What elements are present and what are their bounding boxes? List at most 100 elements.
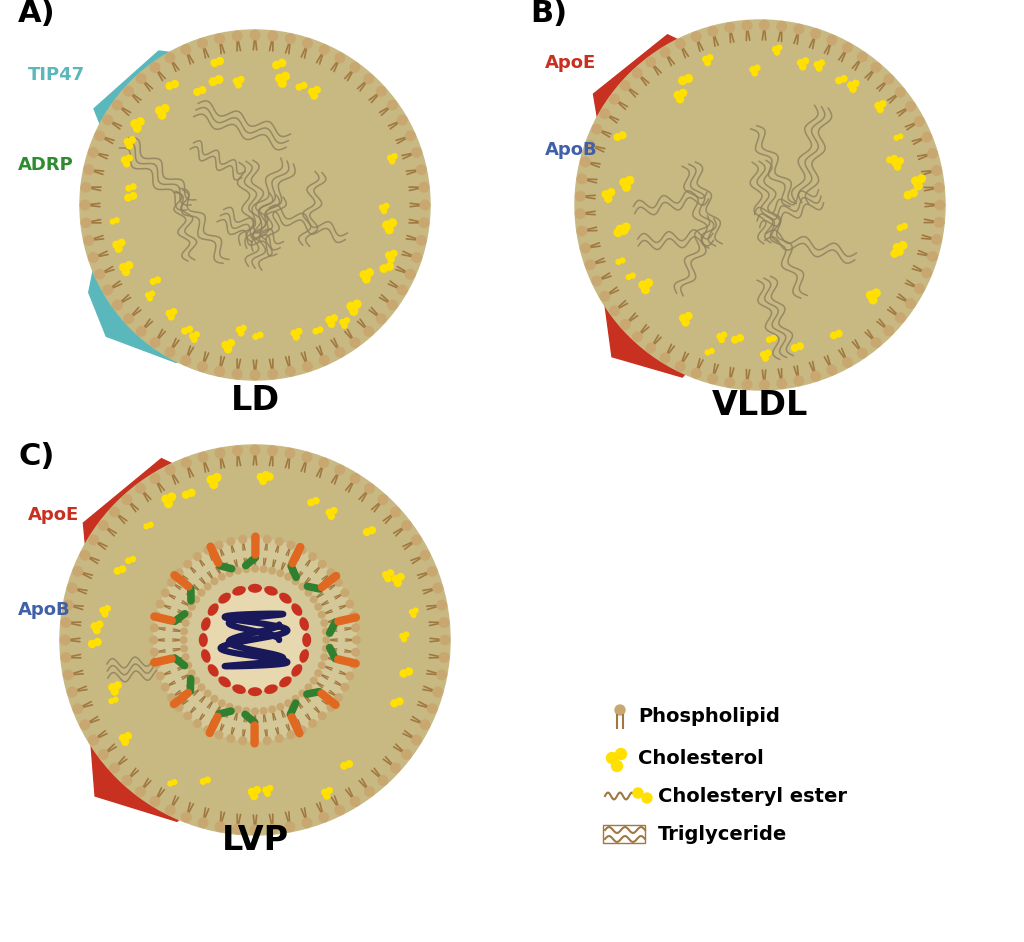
Circle shape — [931, 234, 942, 245]
Circle shape — [898, 241, 907, 250]
Circle shape — [432, 687, 443, 697]
Circle shape — [896, 157, 904, 165]
Circle shape — [218, 699, 226, 707]
Circle shape — [679, 314, 687, 322]
Text: ApoB: ApoB — [545, 141, 598, 159]
Circle shape — [285, 821, 295, 833]
Circle shape — [891, 154, 898, 162]
Circle shape — [236, 326, 243, 333]
Circle shape — [599, 291, 610, 301]
Circle shape — [577, 225, 588, 236]
Circle shape — [250, 792, 258, 801]
Circle shape — [194, 88, 202, 96]
Circle shape — [317, 560, 327, 569]
Circle shape — [409, 609, 415, 615]
Circle shape — [642, 793, 652, 803]
Circle shape — [180, 644, 188, 653]
Circle shape — [909, 188, 919, 198]
Circle shape — [330, 507, 338, 514]
Circle shape — [308, 552, 317, 561]
Ellipse shape — [299, 617, 309, 631]
Circle shape — [776, 21, 787, 32]
Circle shape — [574, 208, 586, 219]
Circle shape — [227, 339, 236, 347]
Circle shape — [146, 295, 154, 301]
Circle shape — [368, 527, 376, 534]
Circle shape — [387, 154, 393, 161]
Circle shape — [168, 314, 175, 320]
Circle shape — [267, 368, 279, 380]
Circle shape — [214, 75, 223, 84]
Circle shape — [278, 58, 287, 67]
Circle shape — [432, 582, 443, 593]
Circle shape — [81, 218, 91, 228]
Circle shape — [154, 539, 356, 741]
Circle shape — [419, 182, 430, 193]
Circle shape — [403, 631, 410, 638]
Circle shape — [395, 697, 403, 706]
Circle shape — [318, 44, 330, 56]
Circle shape — [204, 545, 212, 555]
Circle shape — [215, 821, 225, 833]
Circle shape — [317, 661, 326, 670]
Circle shape — [250, 824, 260, 836]
Circle shape — [112, 100, 123, 110]
Circle shape — [111, 688, 119, 696]
Circle shape — [396, 284, 408, 296]
Circle shape — [150, 796, 161, 807]
Circle shape — [927, 148, 938, 159]
Circle shape — [224, 345, 232, 353]
Circle shape — [119, 565, 126, 573]
Circle shape — [193, 676, 201, 685]
Circle shape — [113, 240, 120, 249]
Circle shape — [263, 736, 271, 745]
Circle shape — [205, 590, 306, 690]
Circle shape — [776, 378, 787, 389]
Ellipse shape — [248, 688, 262, 696]
Circle shape — [760, 351, 767, 358]
Circle shape — [188, 333, 196, 339]
Circle shape — [99, 607, 106, 614]
Polygon shape — [585, 116, 741, 301]
Circle shape — [133, 124, 141, 133]
Circle shape — [818, 59, 825, 66]
Circle shape — [436, 600, 447, 610]
Circle shape — [312, 328, 319, 334]
Circle shape — [326, 787, 333, 794]
Circle shape — [922, 268, 932, 279]
Circle shape — [171, 80, 179, 89]
Polygon shape — [94, 51, 241, 153]
Circle shape — [204, 725, 212, 734]
Circle shape — [314, 603, 323, 610]
Circle shape — [165, 464, 176, 476]
Circle shape — [302, 38, 313, 49]
Circle shape — [870, 62, 882, 73]
Circle shape — [67, 582, 78, 593]
Circle shape — [193, 595, 201, 604]
Circle shape — [88, 534, 99, 545]
Circle shape — [385, 252, 392, 259]
Circle shape — [731, 335, 739, 344]
Circle shape — [802, 57, 809, 65]
Circle shape — [328, 512, 335, 520]
Circle shape — [262, 471, 269, 479]
Circle shape — [125, 185, 132, 192]
Circle shape — [762, 355, 769, 362]
Circle shape — [378, 775, 388, 786]
Circle shape — [281, 72, 290, 81]
Circle shape — [380, 264, 388, 273]
Circle shape — [379, 204, 385, 211]
Circle shape — [601, 190, 610, 199]
Circle shape — [868, 296, 878, 304]
Circle shape — [209, 77, 217, 87]
Circle shape — [382, 571, 389, 578]
Circle shape — [836, 76, 843, 85]
Circle shape — [90, 623, 98, 630]
Circle shape — [215, 730, 223, 739]
Circle shape — [396, 115, 408, 125]
Circle shape — [607, 188, 615, 197]
Circle shape — [404, 667, 414, 675]
Circle shape — [93, 626, 100, 634]
Polygon shape — [89, 231, 238, 363]
Circle shape — [387, 300, 398, 311]
